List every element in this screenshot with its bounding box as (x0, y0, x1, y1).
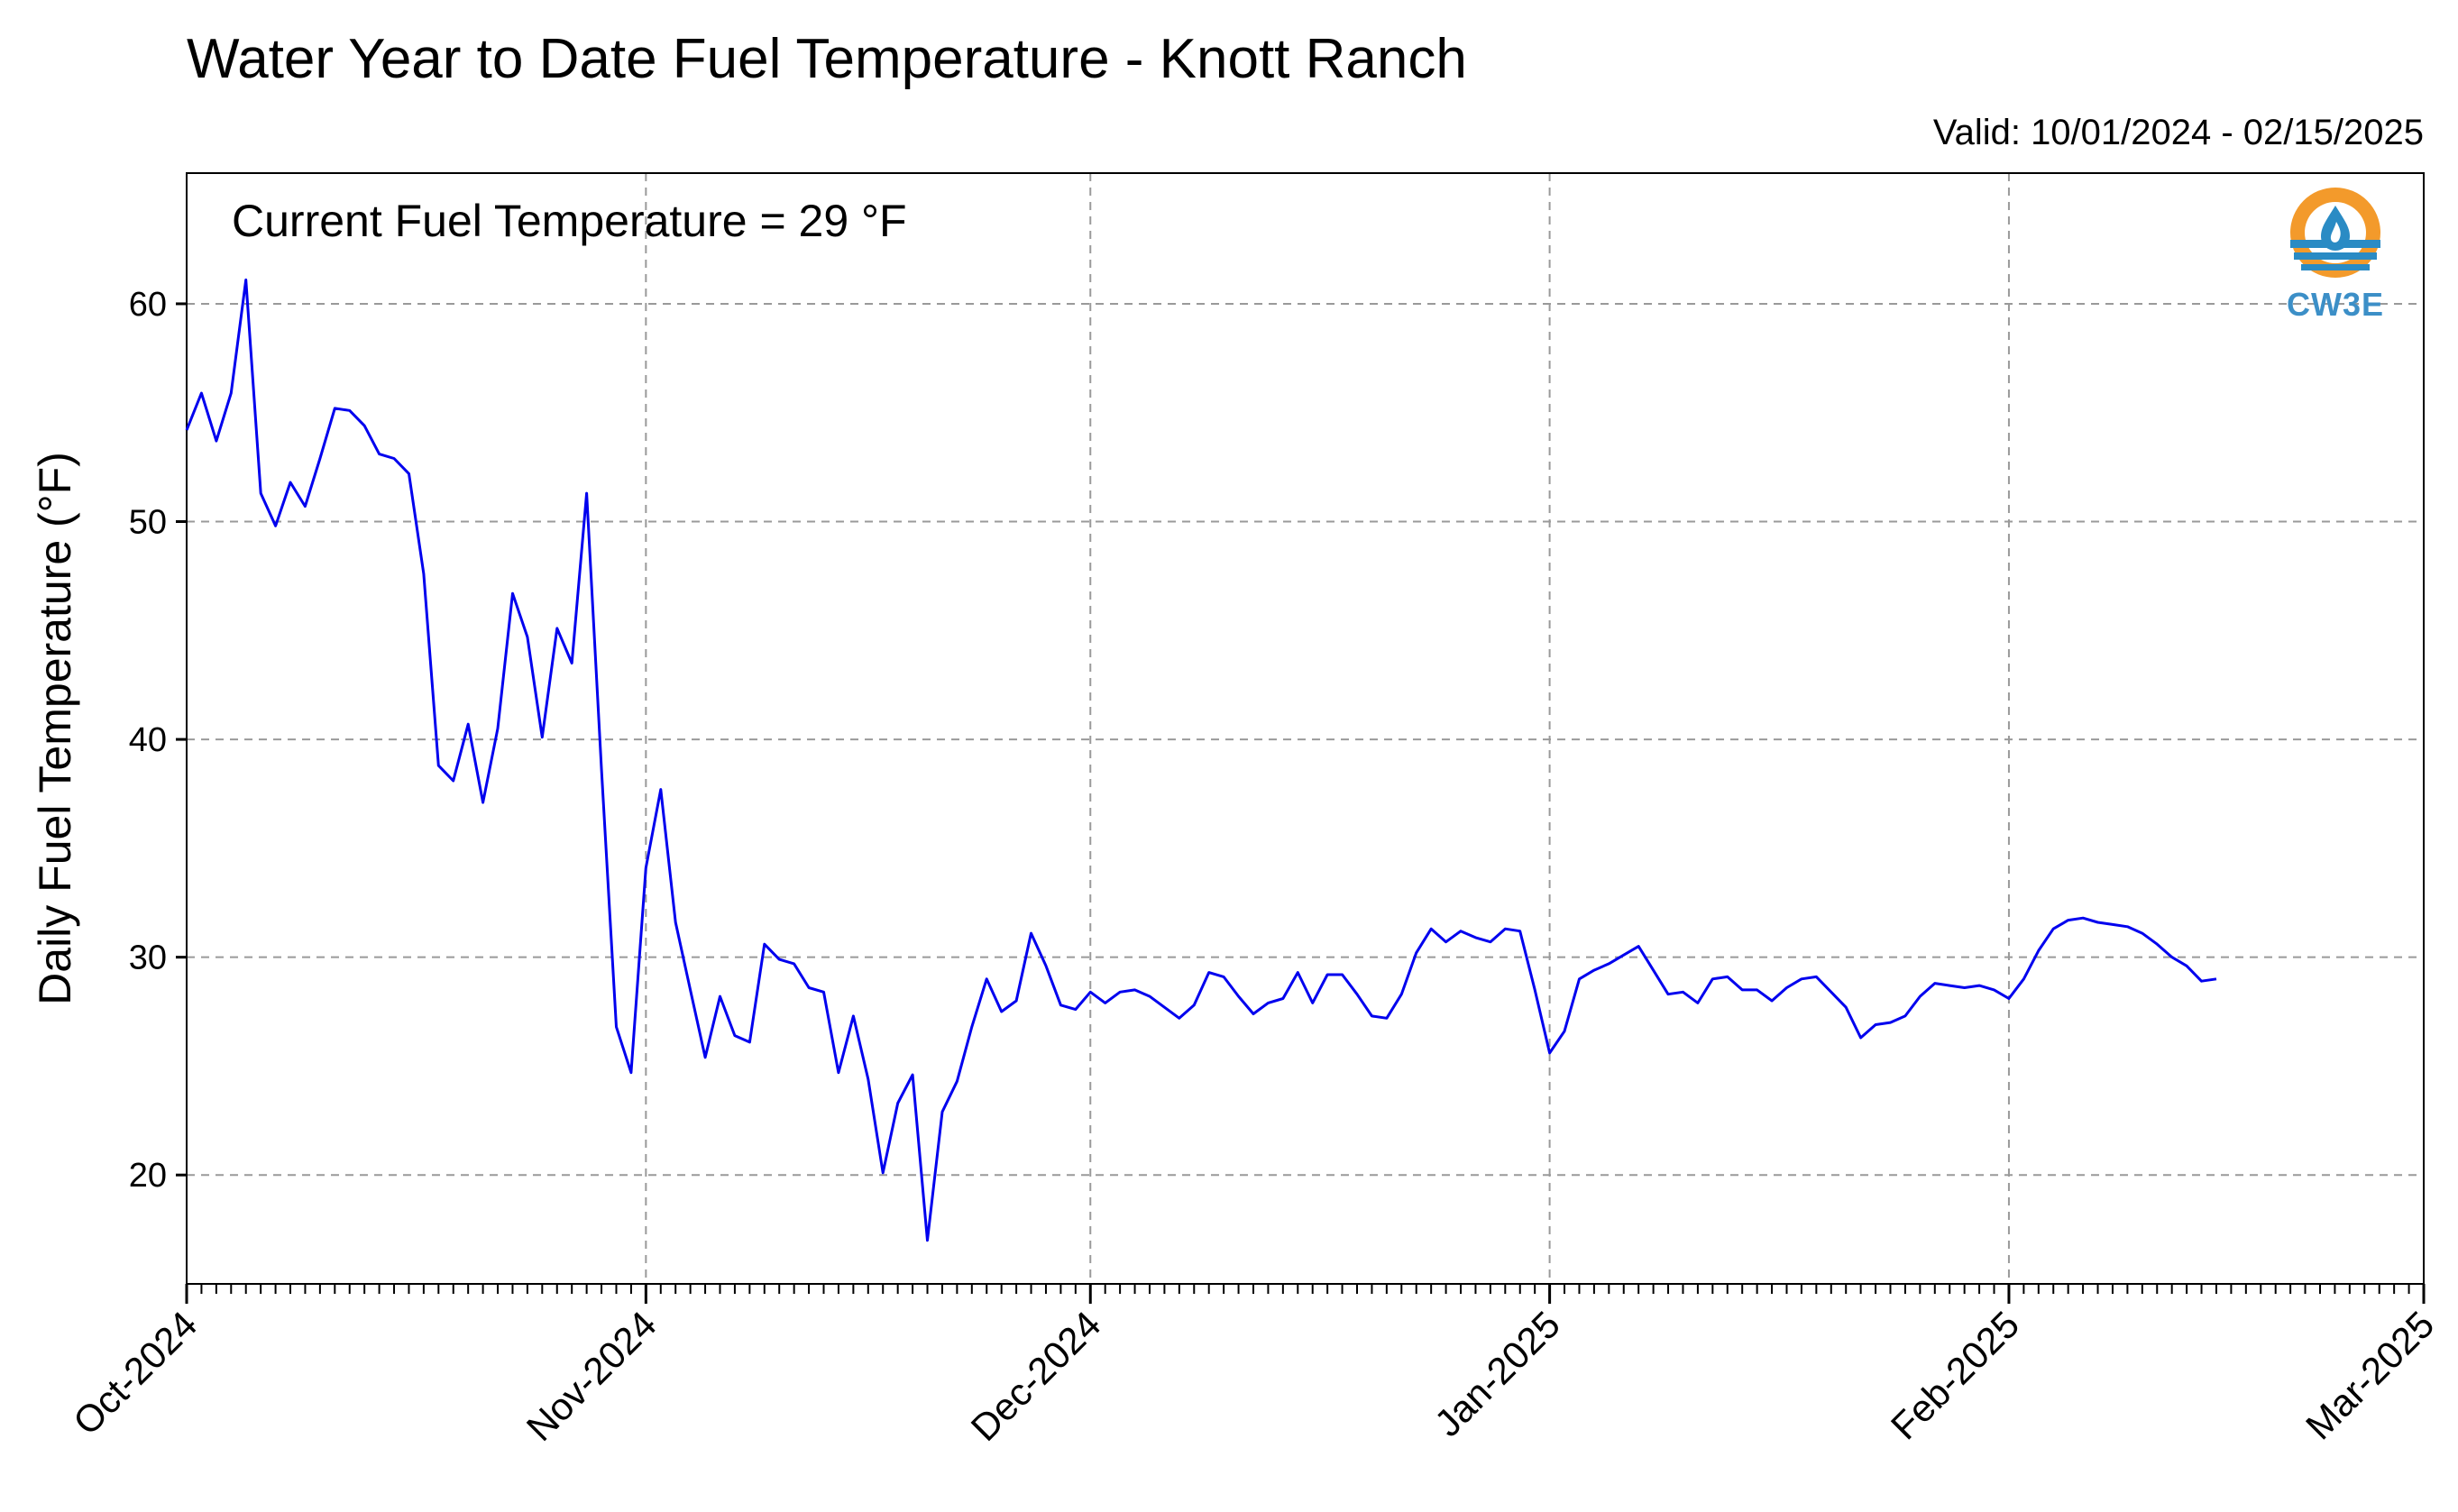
y-tick-label: 30 (129, 939, 167, 977)
y-tick-label: 20 (129, 1157, 167, 1195)
y-tick-label: 60 (129, 286, 167, 324)
x-axis: Oct-2024 Nov-2024 Dec-2024 Jan-2025 Feb-2025… (65, 1284, 2442, 1449)
x-tick-label: Mar-2025 (2297, 1303, 2442, 1447)
y-axis-label: Daily Fuel Temperature (°F) (30, 452, 80, 1005)
x-tick-label: Jan-2025 (1426, 1303, 1568, 1444)
x-tick-label: Nov-2024 (518, 1303, 665, 1449)
current-temperature-annotation: Current Fuel Temperature = 29 °F (232, 196, 907, 246)
x-tick-label: Oct-2024 (65, 1303, 205, 1443)
y-axis: 20 30 40 50 60 (129, 286, 187, 1195)
fuel-temperature-line (185, 278, 2217, 1242)
x-tick-label: Dec-2024 (963, 1303, 1109, 1449)
logo-wave-band (2301, 264, 2370, 270)
series-line-group (185, 278, 2217, 1242)
chart-subtitle: Valid: 10/01/2024 - 02/15/2025 (1933, 113, 2424, 152)
chart-title: Water Year to Date Fuel Temperature - Kn… (187, 28, 1467, 90)
y-tick-label: 40 (129, 721, 167, 759)
y-tick-label: 50 (129, 504, 167, 542)
logo-wave-band (2294, 252, 2377, 260)
plot-frame (186, 172, 2425, 1285)
logo-label: CW3E (2287, 286, 2384, 323)
x-tick-label: Feb-2025 (1883, 1303, 2027, 1447)
logo-flame-icon (2330, 222, 2341, 243)
cw3e-logo: CW3E (2287, 188, 2384, 323)
grid-lines (187, 173, 2424, 1284)
